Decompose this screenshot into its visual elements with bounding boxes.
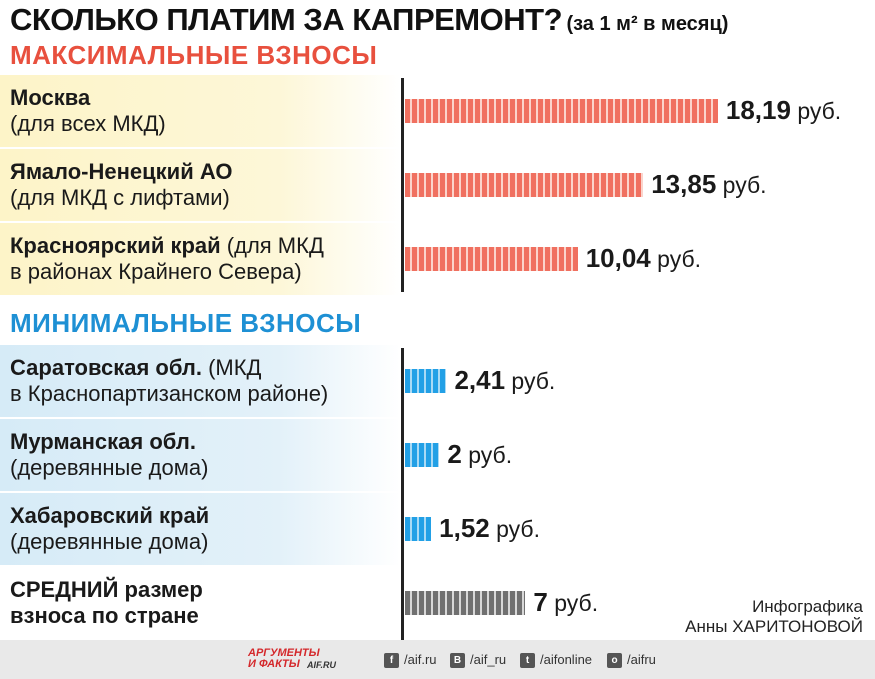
min-value-0: 2,41 руб. <box>454 365 556 395</box>
value-number: 2,41 <box>454 365 506 395</box>
row-label: Саратовская обл. (МКД в Краснопартизанско… <box>10 355 328 407</box>
row-label-bold: Хабаровский край <box>10 503 210 528</box>
min-row-2: Хабаровский край (деревянные дома) <box>0 493 400 565</box>
row-label-bold: Мурманская обл. <box>10 429 196 454</box>
row-label-bold: Саратовская обл. <box>10 355 202 380</box>
section-max-heading: МАКСИМАЛЬНЫЕ ВЗНОСЫ <box>10 40 378 70</box>
title-main: СКОЛЬКО ПЛАТИМ ЗА КАПРЕМОНТ? <box>10 2 563 37</box>
min-row-1: Мурманская обл. (деревянные дома) <box>0 419 400 491</box>
credit: Инфографика Анны ХАРИТОНОВОЙ <box>685 597 863 637</box>
avg-row-0: СРЕДНИЙ размер взноса по стране <box>0 568 400 638</box>
social-label: /aifonline <box>540 652 593 667</box>
social-link-0[interactable]: f/aif.ru <box>384 652 437 669</box>
value-number: 10,04 <box>585 243 651 273</box>
row-label: Красноярский край (для МКД в районах Край… <box>10 233 324 285</box>
value-number: 18,19 <box>725 95 791 125</box>
value-unit: руб. <box>505 368 556 394</box>
row-label-line2: (деревянные дома) <box>10 529 209 554</box>
footer: АРГУМЕНТЫ И ФАКТЫ AIF.RU f/aif.ru В/aif_r… <box>0 640 875 679</box>
chart-title: СКОЛЬКО ПЛАТИМ ЗА КАПРЕМОНТ? (за 1 м² в … <box>10 2 728 38</box>
social-link-1[interactable]: В/aif_ru <box>450 652 507 669</box>
min-bar-0 <box>405 369 447 393</box>
value-number: 2 <box>447 439 462 469</box>
value-unit: руб. <box>716 172 767 198</box>
row-label-bold: СРЕДНИЙ <box>10 577 119 602</box>
aif-logo[interactable]: АРГУМЕНТЫ И ФАКТЫ AIF.RU <box>248 647 336 671</box>
row-label: Москва (для всех МКД) <box>10 85 166 137</box>
max-bar-0 <box>405 99 718 123</box>
min-value-2: 1,52 руб. <box>439 513 540 543</box>
max-row-0: Москва (для всех МКД) <box>0 75 400 147</box>
row-label-line2: (деревянные дома) <box>10 455 209 480</box>
credit-line1: Инфографика <box>752 597 863 616</box>
max-bar-1 <box>405 173 644 197</box>
twitter-icon: t <box>520 653 535 669</box>
row-label-bold: Красноярский край <box>10 233 221 258</box>
facebook-icon: f <box>384 653 399 669</box>
value-unit: руб. <box>489 516 540 542</box>
max-value-2: 10,04 руб. <box>585 243 702 273</box>
axis-max <box>401 78 404 292</box>
min-bar-2 <box>405 517 432 541</box>
row-label: Мурманская обл. (деревянные дома) <box>10 429 208 481</box>
row-label: Ямало-Ненецкий АО (для МКД с лифтами) <box>10 159 233 211</box>
row-label-line2: в районах Крайнего Севера) <box>10 259 302 284</box>
min-row-0: Саратовская обл. (МКД в Краснопартизанско… <box>0 345 400 417</box>
row-label-rest: размер <box>118 577 203 602</box>
odnoklassniki-icon: о <box>607 653 622 669</box>
row-label-line2: в Краснопартизанском районе) <box>10 381 329 406</box>
avg-value-0: 7 руб. <box>533 587 599 617</box>
value-unit: руб. <box>790 98 842 124</box>
title-subtitle: (за 1 м² в месяц) <box>566 13 729 35</box>
row-label-line2: (для всех МКД) <box>10 111 166 136</box>
value-number: 7 <box>533 587 548 617</box>
social-link-3[interactable]: о/aifru <box>607 652 656 669</box>
section-min-heading: МИНИМАЛЬНЫЕ ВЗНОСЫ <box>10 308 362 338</box>
value-number: 13,85 <box>651 169 717 199</box>
row-label-rest: (для МКД <box>220 233 324 258</box>
avg-bar-0 <box>405 591 526 615</box>
max-bar-2 <box>405 247 578 271</box>
value-number: 1,52 <box>439 513 490 543</box>
max-value-1: 13,85 руб. <box>651 169 767 199</box>
min-value-1: 2 руб. <box>447 439 513 469</box>
row-label-bold: Москва <box>10 85 91 110</box>
row-label-line2: (для МКД с лифтами) <box>10 185 230 210</box>
social-label: /aif_ru <box>470 652 507 667</box>
row-label: СРЕДНИЙ размер взноса по стране <box>10 577 203 629</box>
row-label-bold: Ямало-Ненецкий АО <box>10 159 233 184</box>
max-row-2: Красноярский край (для МКД в районах Край… <box>0 223 400 295</box>
credit-line2: Анны ХАРИТОНОВОЙ <box>685 617 863 636</box>
axis-min <box>401 348 404 640</box>
vk-icon: В <box>450 653 465 669</box>
max-value-0: 18,19 руб. <box>725 95 842 125</box>
row-label: Хабаровский край (деревянные дома) <box>10 503 209 555</box>
max-row-1: Ямало-Ненецкий АО (для МКД с лифтами) <box>0 149 400 221</box>
row-label-rest: (МКД <box>201 355 262 380</box>
social-link-2[interactable]: t/aifonline <box>520 652 593 669</box>
social-label: /aif.ru <box>404 652 437 667</box>
social-label: /aifru <box>627 652 656 667</box>
value-unit: руб. <box>461 442 513 468</box>
min-bar-1 <box>405 443 440 467</box>
value-unit: руб. <box>547 590 599 616</box>
value-unit: руб. <box>650 246 702 272</box>
row-label-line2: взноса по стране <box>10 603 199 628</box>
